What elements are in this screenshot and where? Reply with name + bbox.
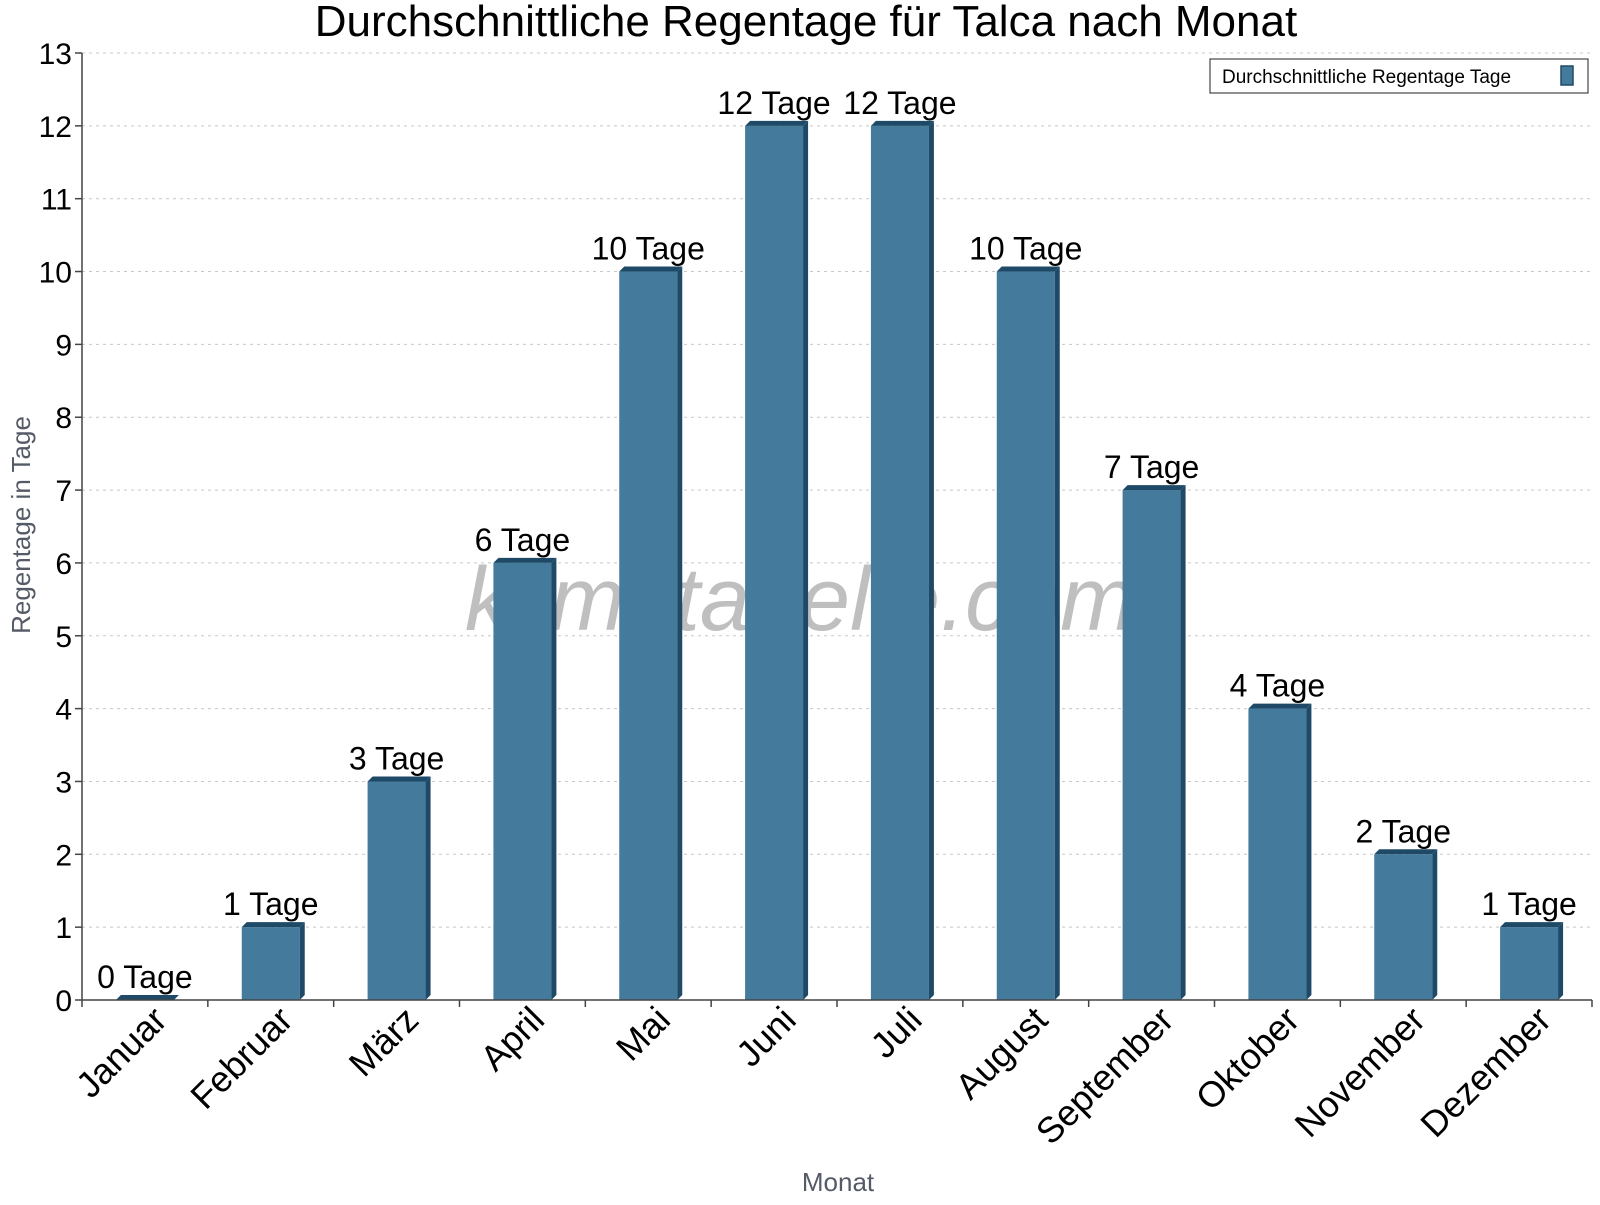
bar-3 (367, 776, 431, 1000)
legend: Durchschnittliche Regentage Tage (1209, 58, 1589, 94)
y-tick-label: 5 (55, 621, 72, 654)
y-tick-label: 12 (39, 111, 72, 144)
y-tick-label: 1 (55, 912, 72, 945)
x-tick-label: September (1028, 999, 1182, 1153)
x-axis-label: Monat (802, 1167, 875, 1197)
data-label: 7 Tage (1104, 449, 1200, 485)
x-tick-label: März (341, 999, 427, 1085)
data-label: 0 Tage (97, 959, 193, 995)
bar-side (1180, 485, 1186, 1001)
x-tick-label: Juni (728, 999, 804, 1075)
bar-front (619, 271, 678, 1000)
bar-front (493, 562, 552, 1000)
bar-front (1374, 854, 1433, 1000)
x-tick-label: November (1286, 999, 1432, 1145)
data-label: 12 Tage (843, 85, 956, 121)
legend-entry-label: Durchschnittliche Regentage Tage (1222, 67, 1511, 88)
bar-top (367, 776, 431, 782)
y-tick-label: 2 (55, 839, 72, 872)
bar-10 (1248, 703, 1312, 1000)
bar-top (619, 266, 683, 272)
bar-side (1432, 849, 1438, 1000)
y-axis-label: Regentage in Tage (6, 416, 36, 634)
data-label: 10 Tage (592, 231, 705, 267)
y-tick-label: 8 (55, 402, 72, 435)
bar-front (1248, 708, 1307, 1000)
bar-top (1374, 849, 1438, 855)
bar-9 (1122, 485, 1186, 1001)
data-label: 10 Tage (969, 231, 1082, 267)
bar-front (996, 271, 1055, 1000)
bar-5 (619, 266, 683, 1000)
bar-front (745, 125, 804, 1001)
data-label: 4 Tage (1230, 668, 1326, 704)
data-label: 12 Tage (717, 85, 830, 121)
bar-front (367, 781, 426, 1000)
bar-top (1122, 485, 1186, 491)
bar-top (1500, 922, 1564, 928)
axes (75, 52, 1593, 1007)
bar-6 (745, 120, 809, 1001)
bar-11 (1374, 849, 1438, 1000)
bar-top (115, 995, 179, 1000)
y-tick-label: 13 (39, 38, 72, 71)
data-label: 2 Tage (1356, 813, 1452, 849)
x-tick-label: Januar (68, 999, 175, 1106)
data-label: 1 Tage (223, 886, 319, 922)
x-tick-label: Oktober (1188, 999, 1308, 1119)
x-tick-label: Dezember (1412, 999, 1558, 1145)
x-tick-labels: Januar Februar März April Mai Juni Juli AugustS… (68, 999, 1559, 1153)
y-tick-label: 3 (55, 766, 72, 799)
bar-top (870, 120, 934, 126)
bar-side (1558, 922, 1564, 1000)
x-tick-label: August (947, 999, 1055, 1107)
bar-1 (115, 995, 179, 1000)
data-label: 1 Tage (1481, 886, 1577, 922)
bars (115, 120, 1564, 1001)
bar-8 (996, 266, 1060, 1000)
bar-top (996, 266, 1060, 272)
y-tick-label: 11 (41, 184, 72, 217)
x-tick-label: Februar (182, 999, 300, 1117)
data-label: 6 Tage (475, 522, 571, 558)
bar-12 (1500, 922, 1564, 1000)
bar-top (1248, 703, 1312, 709)
grid-lines (82, 52, 1592, 928)
x-tick-label: Mai (608, 999, 678, 1069)
bar-front (1500, 927, 1559, 1000)
bar-side (1306, 703, 1312, 1000)
bar-7 (870, 120, 934, 1001)
legend-box (1209, 58, 1589, 94)
bar-2 (241, 922, 305, 1000)
data-labels: 0 Tage 1 Tage 3 Tage 6 Tage 10 Tage 12 Tage 12… (97, 85, 1577, 995)
bar-4 (493, 557, 557, 1000)
y-tick-label: 9 (55, 329, 72, 362)
y-tick-label: 7 (55, 475, 72, 508)
bar-side (299, 922, 305, 1000)
bar-top (493, 557, 557, 563)
bar-top (745, 120, 809, 126)
bar-side (677, 266, 683, 1000)
y-tick-label: 0 (55, 985, 72, 1018)
bar-front (1122, 490, 1181, 1000)
y-tick-label: 6 (55, 548, 72, 581)
y-tick-label: 4 (55, 694, 72, 727)
bar-side (803, 120, 809, 1001)
data-label: 3 Tage (349, 740, 445, 776)
bar-front (241, 927, 300, 1000)
bar-side (551, 557, 557, 1000)
bar-side (928, 120, 934, 1001)
x-tick-label: April (472, 999, 552, 1079)
legend-swatch (1560, 65, 1574, 86)
bar-front (870, 125, 929, 1001)
bar-top (241, 922, 305, 928)
y-tick-label: 10 (39, 257, 72, 290)
chart-title: Durchschnittliche Regentage für Talca na… (315, 0, 1297, 46)
x-tick-label: Juli (862, 999, 929, 1066)
bar-side (1054, 266, 1060, 1000)
bar-side (425, 776, 431, 1000)
